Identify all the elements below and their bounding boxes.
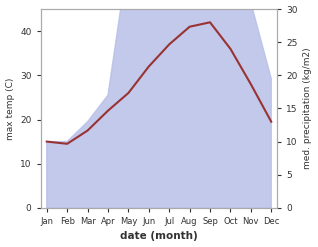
Y-axis label: max temp (C): max temp (C) xyxy=(5,77,15,140)
X-axis label: date (month): date (month) xyxy=(120,231,198,242)
Y-axis label: med. precipitation (kg/m2): med. precipitation (kg/m2) xyxy=(303,48,313,169)
